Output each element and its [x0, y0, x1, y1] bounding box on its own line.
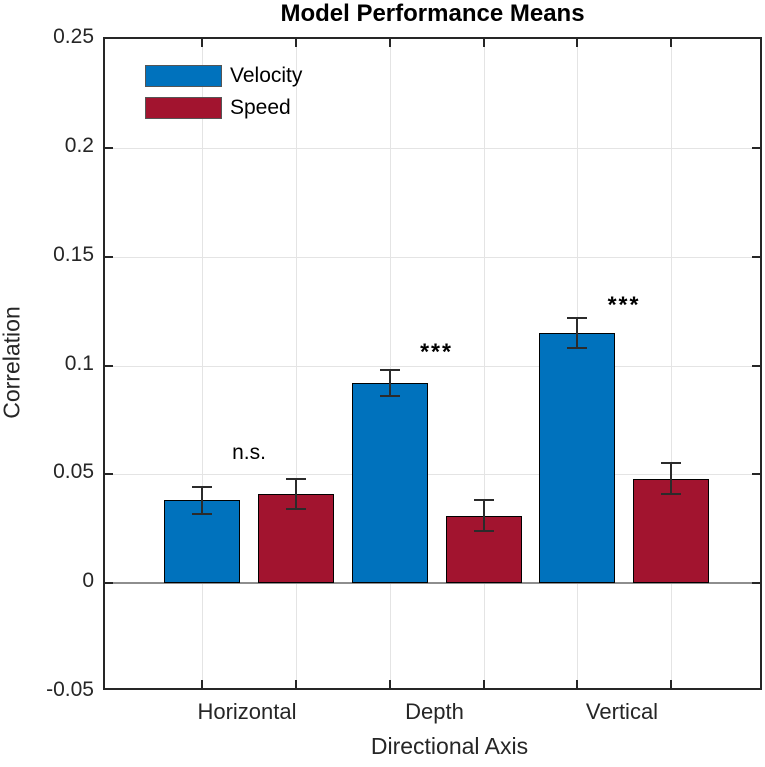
significance-annotation: n.s.	[232, 440, 266, 464]
y-tick-label: 0	[82, 569, 94, 593]
x-tick-mark	[201, 680, 203, 688]
x-tick-mark	[576, 39, 578, 47]
y-tick-mark	[752, 473, 760, 476]
x-tick-mark	[388, 680, 391, 688]
h-gridline	[105, 147, 760, 149]
y-tick-label: 0.1	[64, 351, 94, 375]
error-bar-velocity-depth	[388, 369, 391, 396]
y-tick-mark	[105, 582, 113, 585]
y-tick-label: 0.25	[53, 25, 94, 48]
legend-swatch-velocity	[145, 65, 222, 87]
error-bar-speed-vertical-cap-top	[661, 462, 681, 465]
x-tick-mark	[201, 39, 203, 47]
error-bar-velocity-vertical	[576, 317, 578, 349]
chart-title: Model Performance Means	[280, 0, 585, 27]
error-bar-speed-horizontal	[295, 478, 297, 510]
x-tick-label-depth: Depth	[405, 699, 464, 724]
h-gridline	[105, 365, 760, 367]
y-tick-label: 0.15	[53, 242, 94, 266]
y-tick-mark	[752, 146, 760, 149]
x-tick-mark	[295, 680, 297, 688]
bar-speed-vertical	[633, 478, 709, 584]
v-gridline	[671, 39, 672, 688]
x-tick-mark	[670, 39, 672, 47]
y-tick-mark	[105, 473, 113, 476]
zero-baseline	[105, 582, 760, 585]
y-tick-label: 0.05	[53, 460, 94, 484]
y-tick-mark	[105, 146, 113, 149]
error-bar-velocity-depth-cap-bottom	[379, 394, 400, 397]
error-bar-speed-horizontal-cap-bottom	[286, 508, 306, 511]
error-bar-speed-vertical	[670, 463, 672, 494]
error-bar-speed-depth-cap-top	[473, 499, 494, 502]
x-tick-mark	[482, 39, 485, 47]
significance-annotation: ***	[607, 291, 641, 318]
v-gridline	[389, 39, 391, 688]
error-bar-velocity-vertical-cap-bottom	[567, 347, 587, 350]
v-gridline	[202, 39, 203, 688]
y-tick-label: -0.05	[46, 678, 94, 701]
x-tick-label-horizontal: Horizontal	[197, 699, 297, 724]
error-bar-velocity-depth-cap-top	[379, 368, 400, 371]
legend-label: Speed	[230, 96, 291, 119]
bar-speed-depth	[445, 515, 522, 584]
legend-swatch-speed	[145, 97, 222, 119]
error-bar-speed-depth	[482, 500, 485, 531]
x-tick-mark	[388, 39, 391, 47]
legend: Velocity Speed	[145, 60, 302, 124]
plot-area: n.s. *** *** Velocity Speed	[103, 37, 762, 690]
v-gridline	[483, 39, 485, 688]
y-tick-mark	[752, 364, 760, 367]
x-tick-mark	[295, 39, 297, 47]
error-bar-velocity-horizontal	[201, 487, 203, 514]
x-axis-label: Directional Axis	[370, 733, 529, 759]
error-bar-speed-horizontal-cap-top	[286, 477, 306, 480]
legend-item-velocity: Velocity	[145, 60, 302, 92]
y-tick-mark	[105, 255, 113, 258]
error-bar-velocity-vertical-cap-top	[567, 316, 587, 319]
x-tick-mark	[576, 680, 578, 688]
x-tick-mark	[482, 680, 485, 688]
y-tick-mark	[105, 364, 113, 367]
y-tick-mark	[752, 582, 760, 585]
error-bar-velocity-horizontal-cap-bottom	[192, 512, 212, 515]
h-gridline	[105, 256, 760, 258]
bar-velocity-depth	[351, 382, 428, 584]
y-tick-label: 0.2	[64, 133, 94, 157]
legend-item-speed: Speed	[145, 92, 302, 124]
x-tick-mark	[670, 680, 672, 688]
legend-label: Velocity	[230, 64, 303, 87]
h-gridline	[105, 474, 760, 476]
significance-annotation: ***	[420, 338, 453, 365]
x-tick-label-vertical: Vertical	[585, 699, 659, 724]
error-bar-speed-vertical-cap-bottom	[661, 492, 681, 495]
error-bar-speed-depth-cap-bottom	[473, 529, 494, 532]
v-gridline	[296, 39, 297, 688]
y-tick-mark	[752, 255, 760, 258]
bar-velocity-vertical	[539, 332, 615, 584]
error-bar-velocity-horizontal-cap-top	[192, 486, 212, 489]
